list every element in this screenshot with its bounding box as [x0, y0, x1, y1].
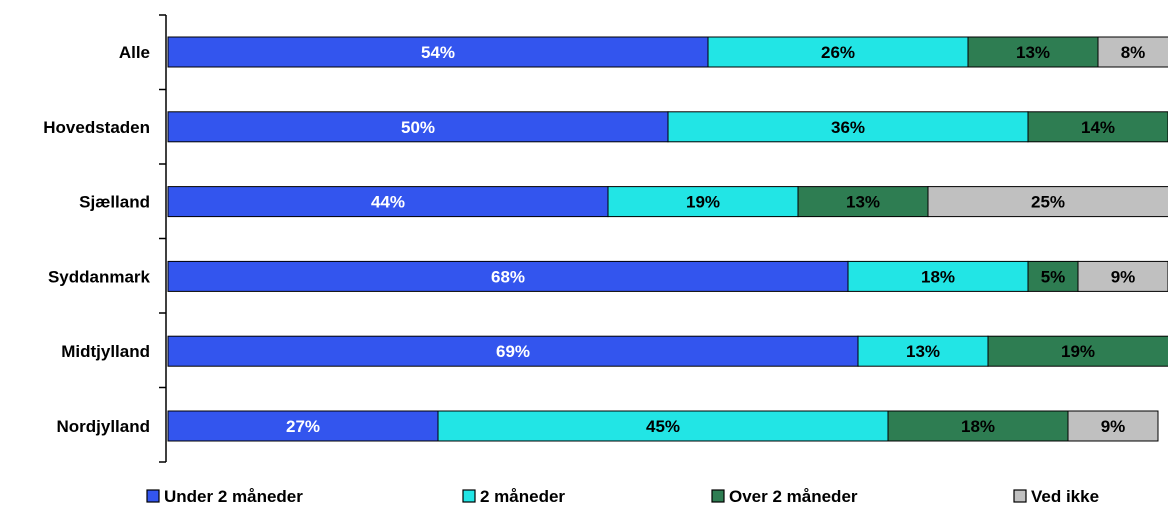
data-label-ved-ikke-alle: 8% — [1121, 43, 1146, 62]
category-label-hovedstaden: Hovedstaden — [43, 118, 150, 137]
bar-2-maneder-sjaelland — [607, 186, 799, 218]
data-label-over-2-maneder-syddanmark: 5% — [1041, 267, 1066, 286]
bar-over-2-maneder-hovedstaden — [1027, 111, 1168, 143]
data-label-over-2-maneder-nordjylland: 18% — [961, 417, 995, 436]
bar-2-maneder-hovedstaden — [667, 111, 1029, 143]
legend-label-ved-ikke: Ved ikke — [1031, 487, 1099, 506]
bar-2-maneder-syddanmark — [847, 260, 1029, 292]
bar-under-2-maneder-alle — [167, 36, 709, 68]
legend-swatch-over-2-maneder — [711, 489, 725, 503]
bar-2-maneder-midtjylland — [857, 335, 989, 367]
data-label-2-maneder-nordjylland: 45% — [646, 417, 680, 436]
category-label-alle: Alle — [119, 43, 150, 62]
data-label-over-2-maneder-alle: 13% — [1016, 43, 1050, 62]
data-label-under-2-maneder-alle: 54% — [421, 43, 455, 62]
bar-ved-ikke-syddanmark — [1077, 260, 1168, 292]
legend-swatch-under-2-maneder — [146, 489, 160, 503]
legend-swatch-2-maneder — [462, 489, 476, 503]
data-label-under-2-maneder-hovedstaden: 50% — [401, 118, 435, 137]
bar-under-2-maneder-midtjylland — [167, 335, 859, 367]
bar-under-2-maneder-hovedstaden — [167, 111, 669, 143]
bar-over-2-maneder-nordjylland — [887, 410, 1069, 442]
data-label-over-2-maneder-sjaelland: 13% — [846, 193, 880, 212]
data-label-under-2-maneder-midtjylland: 69% — [496, 342, 530, 361]
bar-under-2-maneder-syddanmark — [167, 260, 849, 292]
data-label-over-2-maneder-midtjylland: 19% — [1061, 342, 1095, 361]
category-label-midtjylland: Midtjylland — [61, 342, 150, 361]
data-label-ved-ikke-nordjylland: 9% — [1101, 417, 1126, 436]
legend-label-2-maneder: 2 måneder — [480, 487, 565, 506]
data-label-2-maneder-syddanmark: 18% — [921, 267, 955, 286]
data-label-2-maneder-midtjylland: 13% — [906, 342, 940, 361]
data-label-ved-ikke-syddanmark: 9% — [1111, 267, 1136, 286]
bar-under-2-maneder-sjaelland — [167, 186, 609, 218]
legend-swatch-ved-ikke — [1013, 489, 1027, 503]
category-label-sjaelland: Sjælland — [79, 193, 150, 212]
bar-under-2-maneder-nordjylland — [167, 410, 439, 442]
data-label-2-maneder-alle: 26% — [821, 43, 855, 62]
bar-over-2-maneder-midtjylland — [987, 335, 1168, 367]
bar-ved-ikke-alle — [1097, 36, 1168, 68]
data-label-2-maneder-hovedstaden: 36% — [831, 118, 865, 137]
legend-label-under-2-maneder: Under 2 måneder — [164, 487, 303, 506]
bar-over-2-maneder-sjaelland — [797, 186, 929, 218]
data-label-under-2-maneder-sjaelland: 44% — [371, 193, 405, 212]
data-label-over-2-maneder-hovedstaden: 14% — [1081, 118, 1115, 137]
bar-2-maneder-nordjylland — [437, 410, 889, 442]
data-label-2-maneder-sjaelland: 19% — [686, 193, 720, 212]
data-label-under-2-maneder-syddanmark: 68% — [491, 267, 525, 286]
bar-over-2-maneder-syddanmark — [1027, 260, 1079, 292]
legend: Under 2 måneder 2 måneder Over 2 måneder Ve… — [146, 487, 1099, 506]
data-label-under-2-maneder-nordjylland: 27% — [286, 417, 320, 436]
category-label-nordjylland: Nordjylland — [56, 417, 150, 436]
bar-ved-ikke-nordjylland — [1067, 410, 1159, 442]
bar-2-maneder-alle — [707, 36, 969, 68]
data-label-ved-ikke-sjaelland: 25% — [1031, 193, 1065, 212]
bars-area: 54% 26% 13% 8% 50% 36% 14% 44% 19% 13% 25% 68% 18% 5%… — [167, 36, 1168, 442]
legend-label-over-2-maneder: Over 2 måneder — [729, 487, 858, 506]
category-axis — [159, 14, 167, 463]
category-label-syddanmark: Syddanmark — [48, 267, 151, 286]
bar-ved-ikke-sjaelland — [927, 186, 1168, 218]
category-labels: Alle Hovedstaden Sjælland Syddanmark Midtjyl… — [43, 43, 150, 436]
